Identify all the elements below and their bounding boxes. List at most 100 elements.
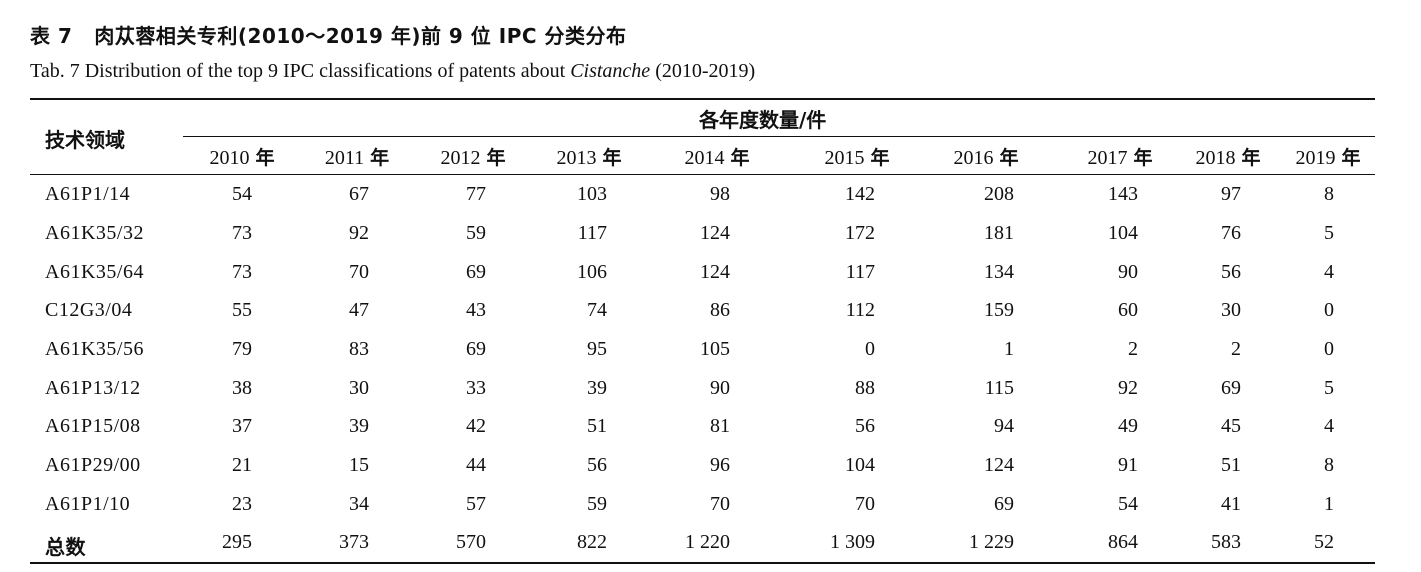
table-cell: 42	[466, 415, 486, 437]
table-cell: 45	[1221, 415, 1241, 437]
year-header-year: 2018	[1195, 147, 1236, 169]
year-header-year: 2014	[684, 147, 725, 169]
table-cell: 69	[466, 261, 486, 283]
year-header-suffix: 年	[602, 147, 622, 169]
table-cell: 295	[222, 531, 252, 553]
row-label: C12G3/04	[45, 299, 133, 321]
table-top-rule	[30, 98, 1375, 100]
table-cell: 74	[587, 299, 607, 321]
year-header-2019: 2019 年	[1295, 143, 1360, 170]
table-cell: 115	[984, 377, 1014, 399]
table-cell: 55	[232, 299, 252, 321]
table-cell: 21	[232, 454, 252, 476]
table-cell: 59	[466, 222, 486, 244]
table-cell: 104	[1108, 222, 1138, 244]
table-cell: 39	[587, 377, 607, 399]
table-cell: 73	[232, 261, 252, 283]
table-caption-cn: 肉苁蓉相关专利(2010～2019 年)前 9 位 IPC 分类分布	[94, 24, 627, 48]
table-title-cn: 表 7 肉苁蓉相关专利(2010～2019 年)前 9 位 IPC 分类分布	[30, 20, 627, 49]
table-cell: 88	[855, 377, 875, 399]
table-cell: 8	[1324, 183, 1334, 205]
year-header-year: 2019	[1295, 147, 1336, 169]
table-cell: 134	[984, 261, 1014, 283]
table-cell: 70	[710, 493, 730, 515]
row-label: A61K35/56	[45, 338, 144, 360]
table-cell: 124	[984, 454, 1014, 476]
table-cell: 37	[232, 415, 252, 437]
table-cell: 4	[1324, 261, 1334, 283]
table-cell: 112	[845, 299, 875, 321]
year-header-2015: 2015 年	[824, 143, 889, 170]
table-cell: 30	[349, 377, 369, 399]
table-cell: 33	[466, 377, 486, 399]
table-cell: 54	[232, 183, 252, 205]
table-cell: 56	[587, 454, 607, 476]
table-cell: 98	[710, 183, 730, 205]
table-bottom-rule	[30, 562, 1375, 564]
table-cell: 56	[1221, 261, 1241, 283]
table-cell: 69	[1221, 377, 1241, 399]
row-label: A61P1/10	[45, 493, 131, 515]
table-cell: 106	[577, 261, 607, 283]
table-cell: 70	[855, 493, 875, 515]
year-header-suffix: 年	[1341, 147, 1361, 169]
table-cell: 2	[1231, 338, 1241, 360]
year-header-suffix: 年	[486, 147, 506, 169]
table-cell: 39	[349, 415, 369, 437]
table-cell: 1 229	[969, 531, 1014, 553]
year-header-2014: 2014 年	[684, 143, 749, 170]
table-cell: 38	[232, 377, 252, 399]
table-cell: 51	[587, 415, 607, 437]
year-header-year: 2010	[209, 147, 250, 169]
year-header-year: 2017	[1087, 147, 1128, 169]
table-cell: 70	[349, 261, 369, 283]
year-header-year: 2011	[324, 147, 365, 169]
table-cell: 5	[1324, 222, 1334, 244]
year-header-2010: 2010 年	[209, 143, 274, 170]
table-cell: 67	[349, 183, 369, 205]
table-cell: 73	[232, 222, 252, 244]
table-cell: 1	[1324, 493, 1334, 515]
table-cell: 15	[349, 454, 369, 476]
table-cell: 0	[1324, 299, 1334, 321]
table-cell: 105	[700, 338, 730, 360]
year-header-suffix: 年	[999, 147, 1019, 169]
table-cell: 2	[1128, 338, 1138, 360]
table-cell: 57	[466, 493, 486, 515]
table-cell: 90	[710, 377, 730, 399]
table-cell: 95	[587, 338, 607, 360]
table-cell: 103	[577, 183, 607, 205]
table-cell: 373	[339, 531, 369, 553]
table-cell: 76	[1221, 222, 1241, 244]
row-label: A61P1/14	[45, 183, 131, 205]
table-cell: 117	[577, 222, 607, 244]
table-cell: 117	[845, 261, 875, 283]
table-cell: 77	[466, 183, 486, 205]
table-cell: 44	[466, 454, 486, 476]
table-cell: 208	[984, 183, 1014, 205]
table-cell: 60	[1118, 299, 1138, 321]
table-cell: 81	[710, 415, 730, 437]
table-cell: 92	[349, 222, 369, 244]
table-title-en: Tab. 7 Distribution of the top 9 IPC cla…	[30, 60, 755, 83]
table-cell: 4	[1324, 415, 1334, 437]
table-cell: 0	[865, 338, 875, 360]
table-cell: 92	[1118, 377, 1138, 399]
yearly-count-header: 各年度数量/件	[699, 108, 827, 132]
table-cell: 1 309	[830, 531, 875, 553]
table-cell: 83	[349, 338, 369, 360]
table-cell: 822	[577, 531, 607, 553]
table-cell: 41	[1221, 493, 1241, 515]
table-cell: 91	[1118, 454, 1138, 476]
year-header-2016: 2016 年	[953, 143, 1018, 170]
table-caption-en-suffix: (2010-2019)	[650, 60, 756, 82]
table-number: 表 7	[30, 24, 73, 48]
year-header-2013: 2013 年	[556, 143, 621, 170]
table-cell: 8	[1324, 454, 1334, 476]
table-cell: 59	[587, 493, 607, 515]
table-cell: 69	[994, 493, 1014, 515]
table-cell: 34	[349, 493, 369, 515]
table-cell: 97	[1221, 183, 1241, 205]
table-cell: 86	[710, 299, 730, 321]
table-cell: 47	[349, 299, 369, 321]
